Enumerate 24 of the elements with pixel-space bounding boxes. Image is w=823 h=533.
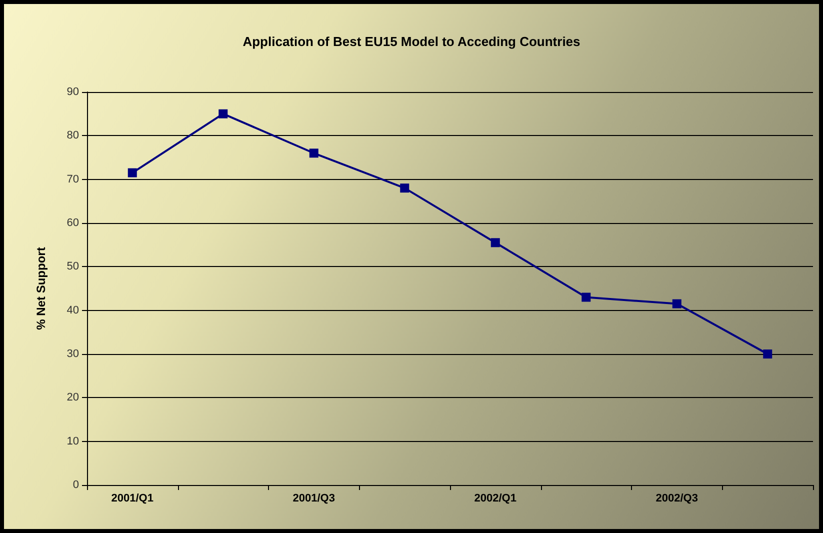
x-tick-label: 2001/Q1: [111, 492, 154, 504]
y-tick-label: 20: [66, 392, 79, 404]
point: [309, 148, 318, 158]
point: [582, 292, 591, 302]
point: [400, 184, 410, 193]
y-tick-label: 80: [66, 130, 79, 142]
y-tick-label: 90: [66, 86, 79, 98]
y-tick-label: 60: [66, 217, 79, 229]
y-tick-label: 30: [66, 348, 79, 360]
chart-title: Application of Best EU15 Model to Acceding Countries: [242, 34, 580, 49]
y-tick-label: 50: [66, 260, 79, 273]
point: [763, 350, 772, 358]
x-tick-label: 2002/Q3: [656, 492, 698, 504]
y-tick-label: 70: [66, 173, 79, 186]
y-tick-label: 10: [66, 435, 79, 448]
point: [490, 238, 500, 248]
point: [672, 299, 682, 308]
x-tick-label: 2001/Q3: [292, 492, 335, 504]
point: [128, 168, 137, 178]
y-tick-label: 40: [66, 304, 79, 316]
y-axis-title: % Net Support: [34, 247, 48, 330]
y-tick-label: 0: [72, 479, 79, 491]
x-tick-label: 2002/Q1: [474, 492, 516, 504]
point: [218, 109, 228, 118]
